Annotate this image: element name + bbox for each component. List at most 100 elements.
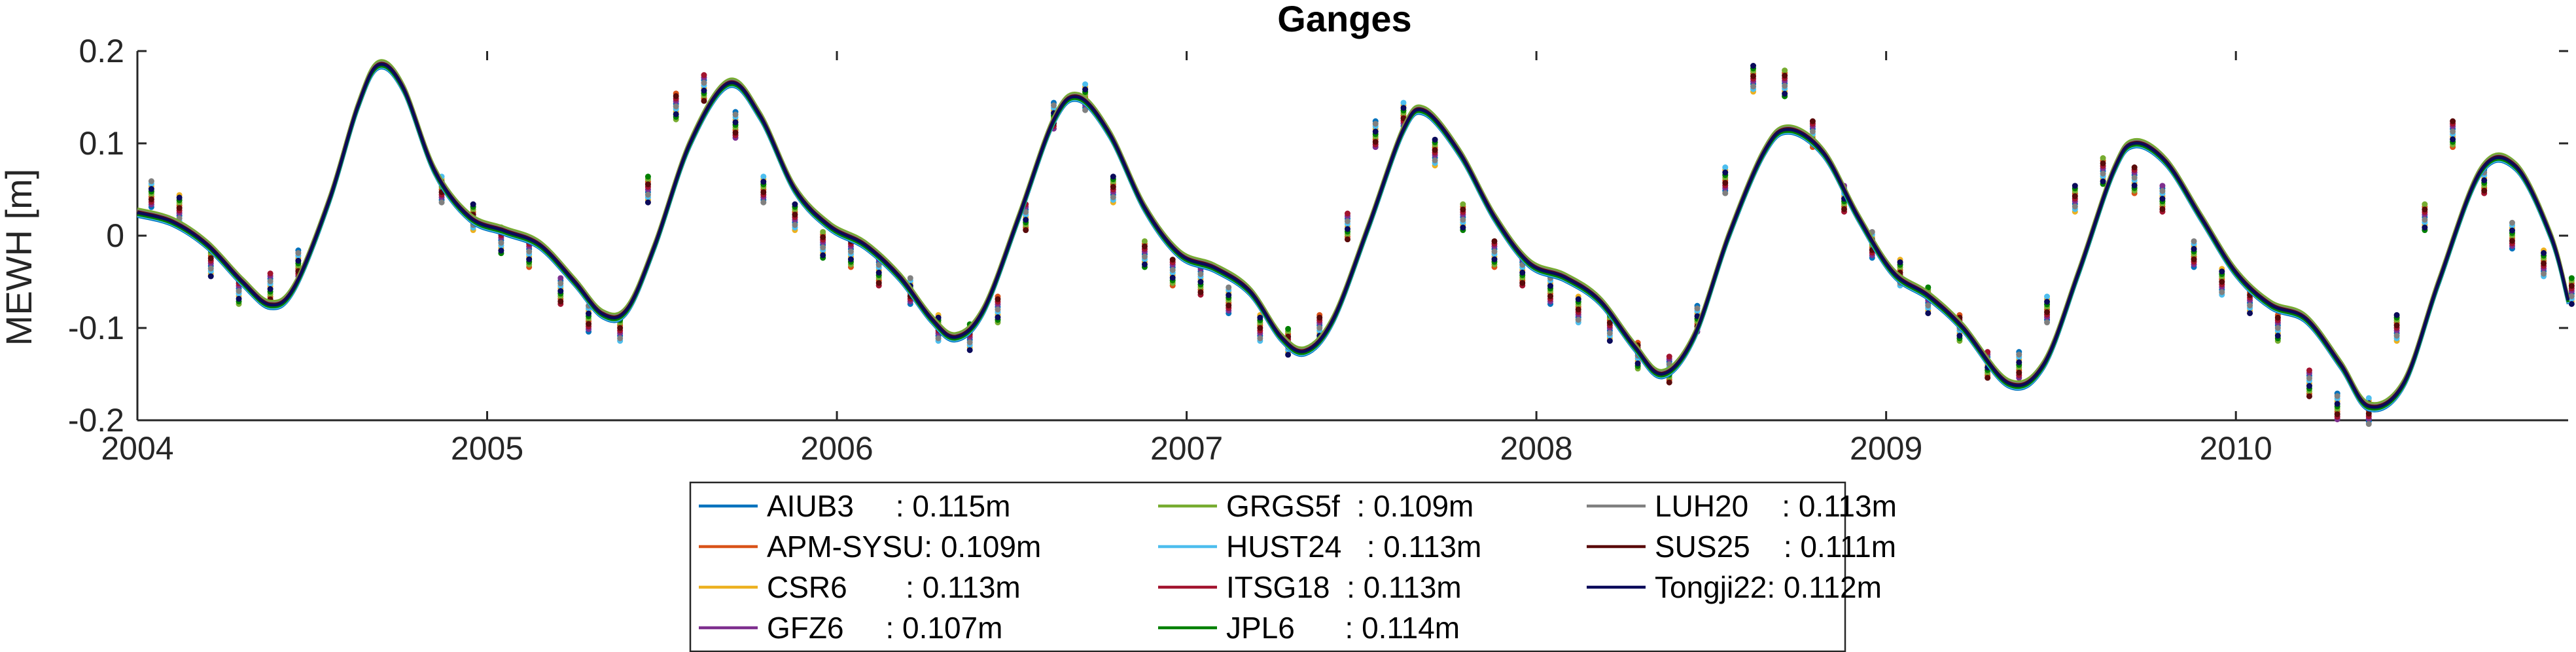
data-point xyxy=(498,240,504,246)
data-point xyxy=(2247,310,2253,316)
data-point xyxy=(2568,275,2575,281)
data-point xyxy=(673,111,679,117)
data-point xyxy=(617,325,624,331)
data-point xyxy=(1082,81,1089,88)
data-point xyxy=(1809,118,1816,124)
data-point xyxy=(2541,270,2547,277)
data-point xyxy=(1316,325,1323,331)
series-line-tongji22 xyxy=(137,62,2570,409)
data-point xyxy=(2450,128,2456,135)
data-point xyxy=(2044,319,2051,326)
data-point xyxy=(586,321,592,327)
legend-label-itsg18: ITSG18 : 0.113m xyxy=(1226,570,1462,604)
data-point xyxy=(1782,82,1788,89)
data-point xyxy=(2159,196,2166,202)
data-point xyxy=(176,205,183,211)
data-point xyxy=(207,255,214,261)
data-point xyxy=(438,199,445,206)
data-point xyxy=(1226,284,1232,291)
data-point xyxy=(2365,395,2372,401)
data-point xyxy=(792,222,798,228)
data-point xyxy=(701,87,707,94)
data-point xyxy=(1372,128,1379,135)
data-point xyxy=(267,278,273,285)
data-point xyxy=(1432,157,1438,164)
legend-label-gfz6: GFZ6 : 0.107m xyxy=(767,611,1002,645)
data-point xyxy=(498,247,504,254)
data-point xyxy=(148,186,154,192)
data-point xyxy=(820,234,826,240)
data-point xyxy=(760,173,767,180)
legend-label-luh20: LUH20 : 0.113m xyxy=(1655,489,1897,523)
data-point xyxy=(673,103,679,110)
data-point xyxy=(1782,67,1788,74)
data-point xyxy=(2191,256,2197,263)
data-point xyxy=(1841,206,1848,212)
data-point xyxy=(2422,201,2428,208)
data-point xyxy=(295,250,302,257)
x-tick-label: 2010 xyxy=(2200,430,2272,467)
data-point xyxy=(1722,179,1729,186)
data-point xyxy=(2306,367,2312,374)
data-point xyxy=(1491,256,1498,263)
data-point xyxy=(1925,302,1932,309)
data-point xyxy=(1666,379,1672,386)
data-point xyxy=(1344,226,1350,232)
data-point xyxy=(1519,269,1526,276)
data-point xyxy=(2422,225,2428,231)
chart-title: Ganges xyxy=(1277,0,1411,39)
data-point xyxy=(1666,353,1672,360)
data-point xyxy=(1141,261,1148,268)
data-point xyxy=(701,98,707,104)
data-point xyxy=(1110,184,1116,190)
data-point xyxy=(2481,177,2488,183)
data-point xyxy=(2481,187,2488,194)
data-point xyxy=(557,275,564,281)
legend-label-csr6: CSR6 : 0.113m xyxy=(767,570,1021,604)
data-point xyxy=(557,288,564,295)
data-point xyxy=(470,201,476,208)
data-point xyxy=(995,306,1001,313)
y-tick-label: -0.2 xyxy=(68,402,124,439)
data-point xyxy=(1197,271,1204,278)
data-point xyxy=(1694,305,1701,312)
data-point xyxy=(1050,102,1057,109)
data-point xyxy=(792,201,798,208)
data-point xyxy=(267,285,273,292)
data-point xyxy=(1460,217,1466,223)
data-point xyxy=(1344,236,1350,243)
data-point xyxy=(2100,160,2106,166)
x-tick-label: 2009 xyxy=(1850,430,1922,467)
data-point xyxy=(1257,335,1263,342)
data-point xyxy=(526,248,533,255)
x-tick-label: 2004 xyxy=(101,430,173,467)
data-point xyxy=(820,228,826,235)
data-point xyxy=(760,199,767,206)
data-point xyxy=(2016,369,2022,376)
data-point xyxy=(1606,319,1613,326)
data-point xyxy=(644,173,651,180)
data-point xyxy=(1257,325,1263,331)
data-point xyxy=(2393,333,2400,339)
data-point xyxy=(1809,128,1816,135)
data-point xyxy=(2509,219,2515,226)
data-point xyxy=(1169,266,1176,273)
data-point xyxy=(2016,359,2022,365)
data-point xyxy=(1491,238,1498,244)
data-point xyxy=(148,196,154,202)
data-point xyxy=(760,189,767,195)
data-point xyxy=(2131,182,2138,189)
data-point xyxy=(2100,170,2106,177)
data-point xyxy=(1023,209,1029,215)
data-point xyxy=(1606,330,1613,336)
data-point xyxy=(2334,393,2340,399)
data-point xyxy=(701,72,707,79)
data-point xyxy=(966,347,973,353)
data-point xyxy=(2568,283,2575,289)
legend-label-jpl6: JPL6 : 0.114m xyxy=(1226,611,1460,645)
legend-label-apm-sysu: APM-SYSU: 0.109m xyxy=(767,530,1041,564)
data-point xyxy=(1372,139,1379,145)
data-point xyxy=(1547,283,1554,289)
data-point xyxy=(1722,190,1729,196)
